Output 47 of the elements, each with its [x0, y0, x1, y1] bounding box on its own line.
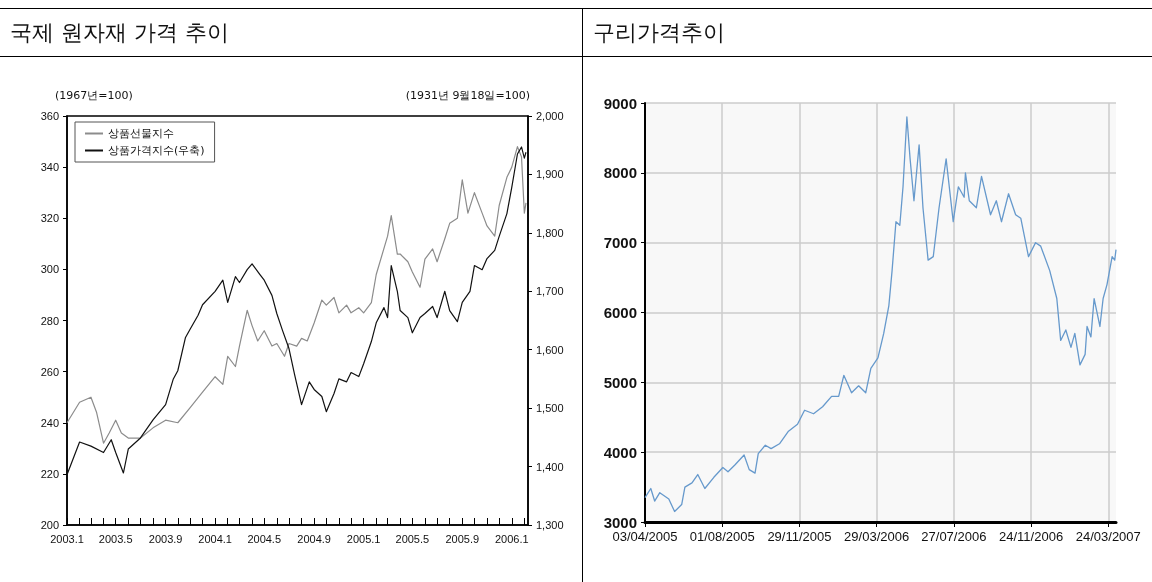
- x-tick-label: 2003.5: [98, 532, 133, 545]
- x-tick-label: 2005.5: [395, 532, 430, 545]
- x-tick-label: 2004.1: [198, 532, 232, 545]
- y-tick-label: 260: [40, 365, 59, 378]
- x-tick-label: 2005.1: [346, 532, 381, 545]
- y-tick-label: 5000: [603, 373, 637, 391]
- x-tick-label: 2003.1: [50, 532, 84, 545]
- y-tick-label: 220: [40, 467, 59, 480]
- chart-title: 구리가격추이: [583, 9, 1152, 57]
- y2-tick-label: 1,700: [536, 285, 564, 298]
- y2-tick-label: 1,300: [536, 519, 564, 531]
- y-tick-label: 9000: [603, 94, 637, 112]
- y-tick-label: 200: [40, 519, 59, 531]
- y2-tick-label: 1,800: [536, 226, 564, 239]
- y2-tick-label: 1,500: [536, 402, 564, 415]
- y-tick-label: 6000: [603, 304, 637, 321]
- legend-label: 상품가격지수(우축): [108, 144, 205, 157]
- chart-title: 국제 원자재 가격 추이: [0, 9, 582, 57]
- x-tick-label: 29/03/2006: [844, 529, 910, 544]
- y-tick-label: 300: [40, 263, 59, 276]
- text: (1931년 9월18일=100): [405, 89, 531, 102]
- y-tick-label: 7000: [603, 234, 637, 252]
- x-tick-label: 2003.9: [148, 532, 183, 545]
- x-tick-label: 2006.1: [494, 532, 529, 545]
- text: (1967년=100): [55, 89, 133, 102]
- y-tick-label: 340: [40, 161, 59, 174]
- y2-tick-label: 1,400: [536, 460, 564, 473]
- x-tick-label: 27/07/2006: [921, 529, 987, 544]
- y-tick-label: 4000: [603, 443, 637, 461]
- x-tick-label: 2005.9: [445, 532, 480, 545]
- x-tick-label: 2004.9: [297, 532, 331, 545]
- x-tick-label: 24/11/2006: [999, 529, 1064, 544]
- y-tick-label: 8000: [603, 164, 637, 182]
- y2-tick-label: 1,900: [536, 168, 564, 181]
- x-tick-label: 29/11/2005: [767, 529, 832, 544]
- x-tick-label: 01/08/2005: [689, 529, 755, 544]
- x-tick-label: 03/04/2005: [612, 529, 678, 544]
- y-tick-label: 360: [40, 110, 59, 122]
- y-tick-label: 240: [40, 416, 59, 429]
- y2-tick-label: 2,000: [536, 110, 564, 122]
- y-tick-label: 3000: [603, 513, 637, 531]
- legend-label: 상품선물지수: [108, 127, 174, 140]
- y-tick-label: 320: [40, 212, 59, 225]
- y-tick-label: 280: [40, 314, 59, 327]
- y2-tick-label: 1,600: [536, 343, 564, 356]
- x-tick-label: 2004.5: [247, 532, 282, 545]
- x-tick-label: 24/03/2007: [1075, 529, 1141, 544]
